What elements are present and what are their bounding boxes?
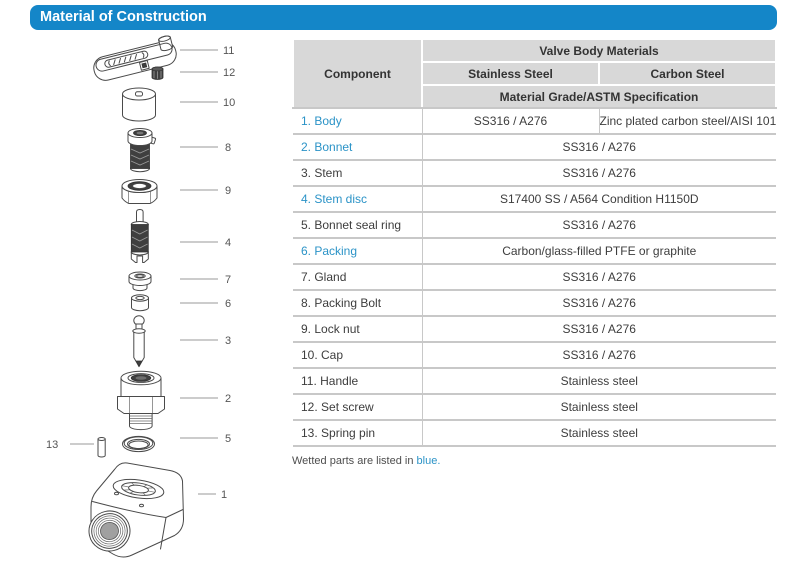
table-row: 4. Stem disc S17400 SS / A564 Condition … <box>293 186 777 213</box>
component-cell: 6. Packing <box>293 238 423 265</box>
table-row: 7. Gland SS316 / A276 <box>293 264 777 291</box>
diagram-part-gland <box>128 271 152 292</box>
diagram-part-set-screw <box>151 66 164 80</box>
valve-exploded-diagram: 11 12 10 8 9 4 7 6 3 2 5 13 <box>46 35 235 558</box>
diagram-part-packing-bolt <box>127 128 157 173</box>
svg-text:2: 2 <box>225 393 231 405</box>
table-row: 1. Body SS316 / A276 Zinc plated carbon … <box>293 108 777 135</box>
component-cell: 4. Stem disc <box>293 186 423 213</box>
material-cell: Stainless steel <box>422 420 777 447</box>
table-row: 3. Stem SS316 / A276 <box>293 160 777 187</box>
callout-7: 7 <box>180 274 231 286</box>
page-title: Material of Construction <box>30 5 777 30</box>
header-carbon-steel: Carbon Steel <box>597 61 778 86</box>
table-row: 12. Set screw Stainless steel <box>293 394 777 421</box>
material-cell: Stainless steel <box>422 394 777 421</box>
svg-text:4: 4 <box>225 237 231 249</box>
table-row: 9. Lock nut SS316 / A276 <box>293 316 777 343</box>
callout-6: 6 <box>180 298 231 310</box>
callout-8: 8 <box>180 142 231 154</box>
svg-text:12: 12 <box>223 67 235 79</box>
material-cell: SS316 / A276 <box>422 290 777 317</box>
material-cell: SS316 / A276 <box>422 212 777 239</box>
svg-text:3: 3 <box>225 335 231 347</box>
svg-text:6: 6 <box>225 298 231 310</box>
callout-12: 12 <box>180 67 235 79</box>
header-material-grade: Material Grade/ASTM Specification <box>420 84 778 109</box>
wetted-note-text: Wetted parts are listed in <box>292 455 417 467</box>
component-cell: 10. Cap <box>293 342 423 369</box>
diagram-part-handle <box>93 35 177 81</box>
svg-text:5: 5 <box>225 433 231 445</box>
diagram-part-bonnet-seal-ring <box>122 435 155 453</box>
table-row: 5. Bonnet seal ring SS316 / A276 <box>293 212 777 239</box>
svg-text:11: 11 <box>223 45 234 57</box>
component-cell: 12. Set screw <box>293 394 423 421</box>
material-cell: SS316 / A276 <box>422 342 777 369</box>
diagram-part-lock-nut <box>121 179 158 204</box>
callout-13: 13 <box>46 439 94 451</box>
wetted-parts-note: Wetted parts are listed in blue. <box>292 455 775 467</box>
table-row: 13. Spring pin Stainless steel <box>293 420 777 447</box>
header-stainless-steel: Stainless Steel <box>421 61 600 86</box>
material-cell: SS316 / A276 <box>422 160 777 187</box>
table-row: 8. Packing Bolt SS316 / A276 <box>293 290 777 317</box>
diagram-part-cap <box>122 87 156 122</box>
material-cell: Zinc plated carbon steel/AISI 1018 <box>599 108 777 135</box>
header-component: Component <box>292 38 423 109</box>
table-row: 10. Cap SS316 / A276 <box>293 342 777 369</box>
header-valve-body-materials: Valve Body Materials <box>420 38 778 63</box>
material-cell: SS316 / A276 <box>422 264 777 291</box>
diagram-part-bonnet <box>117 370 165 431</box>
svg-text:9: 9 <box>225 185 231 197</box>
table-row: 6. Packing Carbon/glass-filled PTFE or g… <box>293 238 777 265</box>
material-cell: SS316 / A276 <box>422 134 777 161</box>
svg-text:8: 8 <box>225 142 231 154</box>
component-cell: 9. Lock nut <box>293 316 423 343</box>
component-cell: 11. Handle <box>293 368 423 395</box>
diagram-part-spring-pin <box>97 437 106 458</box>
component-cell: 5. Bonnet seal ring <box>293 212 423 239</box>
component-cell: 13. Spring pin <box>293 420 423 447</box>
svg-text:13: 13 <box>46 439 58 451</box>
callout-4: 4 <box>180 237 231 249</box>
callout-9: 9 <box>180 185 231 197</box>
callout-5: 5 <box>180 433 231 445</box>
callout-3: 3 <box>180 335 231 347</box>
callout-2: 2 <box>180 393 231 405</box>
component-cell: 8. Packing Bolt <box>293 290 423 317</box>
diagram-part-stem-disc <box>130 209 149 263</box>
callout-10: 10 <box>180 97 235 109</box>
component-cell: 1. Body <box>293 108 423 135</box>
svg-text:10: 10 <box>223 97 235 109</box>
component-cell: 2. Bonnet <box>293 134 423 161</box>
table-row: 2. Bonnet SS316 / A276 <box>293 134 777 161</box>
component-cell: 3. Stem <box>293 160 423 187</box>
component-cell: 7. Gland <box>293 264 423 291</box>
material-cell: SS316 / A276 <box>422 316 777 343</box>
material-cell: SS316 / A276 <box>422 108 600 135</box>
svg-text:1: 1 <box>221 489 227 501</box>
materials-table: Component Valve Body Materials Stainless… <box>292 38 778 447</box>
material-cell: S17400 SS / A564 Condition H1150D <box>422 186 777 213</box>
material-cell: Carbon/glass-filled PTFE or graphite <box>422 238 777 265</box>
svg-text:7: 7 <box>225 274 231 286</box>
material-cell: Stainless steel <box>422 368 777 395</box>
wetted-note-highlight: blue. <box>416 455 441 467</box>
materials-table-wrap: Component Valve Body Materials Stainless… <box>292 38 778 467</box>
callout-11: 11 <box>180 45 234 57</box>
diagram-part-packing <box>131 294 149 312</box>
callout-1: 1 <box>198 489 227 501</box>
table-row: 11. Handle Stainless steel <box>293 368 777 395</box>
diagram-part-stem <box>132 315 146 368</box>
diagram-part-body <box>88 462 184 558</box>
